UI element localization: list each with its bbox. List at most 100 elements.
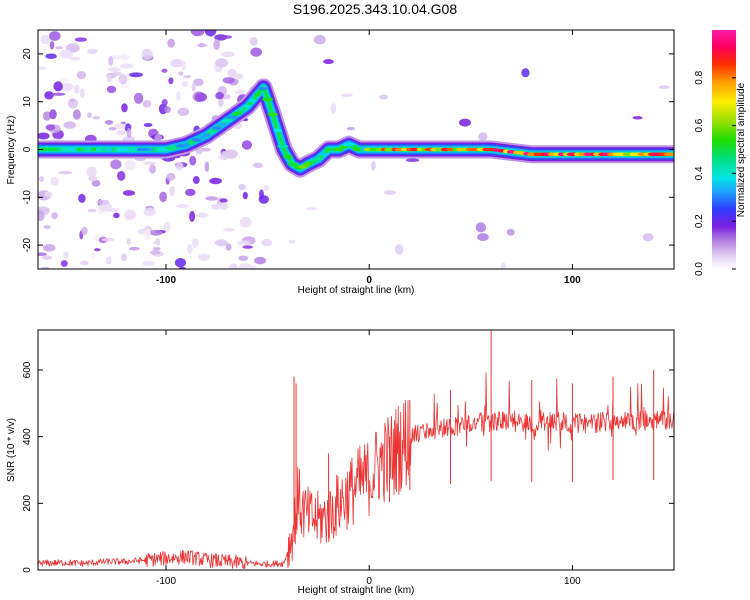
noise-blob bbox=[383, 190, 397, 195]
spec-x-tick-label: 100 bbox=[564, 275, 581, 286]
noise-blob bbox=[459, 118, 471, 127]
noise-blob bbox=[126, 238, 131, 245]
ridge-core bbox=[254, 92, 261, 97]
ridge-core bbox=[188, 140, 195, 145]
ridge-core bbox=[202, 133, 211, 137]
colorbar-tick-label: 0.8 bbox=[694, 70, 705, 84]
noise-blob bbox=[178, 71, 184, 76]
noise-blob bbox=[39, 176, 45, 182]
noise-blob bbox=[40, 266, 50, 269]
noise-blob bbox=[521, 68, 530, 78]
noise-blob bbox=[141, 48, 153, 60]
noise-blob bbox=[74, 37, 87, 42]
ridge-core bbox=[282, 154, 293, 159]
noise-blob bbox=[51, 212, 58, 220]
noise-blob bbox=[176, 90, 181, 101]
noise-blob bbox=[38, 66, 47, 70]
ridge-core bbox=[303, 162, 313, 166]
noise-blob bbox=[67, 98, 79, 109]
ridge-core bbox=[334, 147, 344, 152]
noise-blob bbox=[45, 124, 56, 131]
noise-blob bbox=[110, 159, 122, 170]
noise-blob bbox=[167, 38, 176, 48]
noise-blob bbox=[153, 247, 161, 251]
noise-blob bbox=[81, 226, 88, 235]
spectrogram-x-ticks: -100 0 100 bbox=[156, 30, 581, 286]
noise-blob bbox=[59, 49, 74, 59]
snr-y-tick-label: 400 bbox=[22, 428, 33, 445]
noise-blob bbox=[250, 265, 257, 269]
noise-blob bbox=[60, 260, 68, 267]
noise-blob bbox=[113, 123, 126, 130]
snr-y-tick-label: 200 bbox=[22, 495, 33, 512]
noise-blob bbox=[371, 160, 376, 171]
ridge-core bbox=[298, 165, 309, 169]
ridge-core bbox=[81, 147, 89, 152]
noise-blob bbox=[250, 47, 262, 57]
colorbar: 0.0 0.2 0.4 0.6 0.8 Normalized spectral ampl… bbox=[694, 30, 747, 276]
colorbar-tick-label: 0.4 bbox=[694, 166, 705, 180]
noise-blob bbox=[289, 239, 295, 244]
colorbar-ticks: 0.0 0.2 0.4 0.6 0.8 bbox=[694, 70, 736, 276]
noise-blob bbox=[86, 166, 97, 178]
noise-blob bbox=[181, 60, 186, 71]
noise-blob bbox=[118, 74, 128, 85]
noise-blob bbox=[106, 85, 117, 94]
spectrogram-x-label: Height of straight line (km) bbox=[298, 285, 415, 296]
noise-blob bbox=[213, 39, 221, 50]
noise-blob bbox=[87, 48, 98, 55]
noise-blob bbox=[73, 84, 80, 94]
noise-blob bbox=[228, 263, 238, 269]
noise-blob bbox=[405, 158, 420, 162]
noise-blob bbox=[323, 59, 334, 65]
noise-blob bbox=[161, 99, 168, 106]
noise-blob bbox=[121, 253, 127, 262]
noise-blob bbox=[506, 228, 515, 236]
noise-blob bbox=[379, 94, 388, 100]
spec-x-tick-label: -100 bbox=[156, 275, 176, 286]
noise-blob bbox=[168, 77, 174, 85]
snr-y-ticks: 0 200 400 600 bbox=[22, 361, 674, 573]
noise-blob bbox=[124, 209, 136, 220]
ridge-core bbox=[376, 147, 383, 152]
noise-blob bbox=[142, 99, 152, 108]
noise-blob bbox=[38, 252, 47, 256]
snr-background bbox=[38, 330, 674, 570]
ridge-core bbox=[249, 98, 256, 103]
noise-blob bbox=[129, 246, 140, 251]
noise-blob bbox=[658, 85, 670, 89]
noise-blob bbox=[242, 191, 248, 200]
noise-blob bbox=[53, 81, 63, 92]
noise-blob bbox=[124, 160, 136, 171]
noise-blob bbox=[78, 193, 86, 203]
noise-blob bbox=[44, 191, 53, 197]
spectrogram-y-ticks: -20 -10 0 10 20 bbox=[22, 48, 674, 252]
noise-blob bbox=[71, 41, 78, 45]
noise-blob bbox=[215, 92, 224, 100]
noise-blob bbox=[143, 207, 156, 217]
noise-blob bbox=[163, 222, 171, 233]
snr-frame bbox=[37, 329, 675, 571]
colorbar-tick-label: 0.2 bbox=[694, 214, 705, 228]
noise-blob bbox=[221, 51, 235, 58]
noise-blob bbox=[126, 127, 132, 139]
noise-blob bbox=[341, 93, 353, 98]
noise-blob bbox=[238, 263, 253, 269]
noise-blob bbox=[205, 196, 219, 201]
ridge-core bbox=[277, 144, 289, 149]
noise-blob bbox=[59, 78, 71, 82]
noise-blob bbox=[38, 132, 50, 140]
noise-blob bbox=[194, 92, 208, 102]
noise-blob bbox=[117, 170, 126, 181]
ridge-core bbox=[216, 122, 228, 127]
noise-blob bbox=[121, 103, 128, 113]
noise-blob bbox=[122, 190, 135, 196]
noise-blob bbox=[475, 222, 487, 233]
noise-blob bbox=[142, 261, 155, 266]
noise-blob bbox=[394, 244, 404, 255]
noise-blob bbox=[161, 68, 168, 73]
noise-blob bbox=[60, 83, 74, 92]
noise-blob bbox=[220, 150, 228, 161]
noise-blob bbox=[91, 179, 101, 187]
noise-blob bbox=[92, 115, 101, 120]
